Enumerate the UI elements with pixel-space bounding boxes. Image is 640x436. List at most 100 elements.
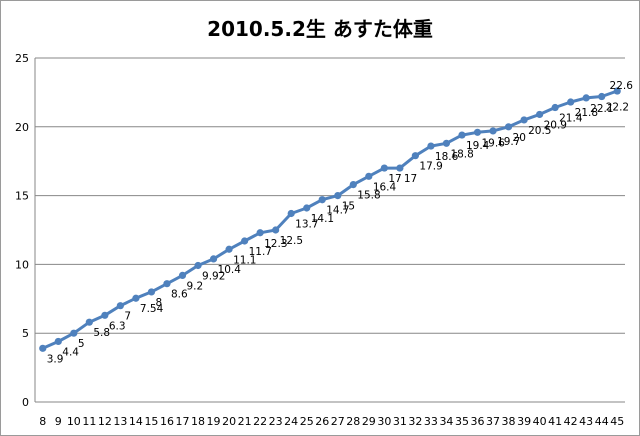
y-tick-label: 20 [15,121,29,134]
data-label: 22.2 [606,102,629,114]
data-label: 8.6 [171,289,188,301]
data-label: 16.4 [373,181,397,193]
data-point [241,237,249,245]
x-tick-label: 26 [315,415,329,428]
data-point [334,192,342,200]
x-tick-label: 10 [67,415,81,428]
x-tick-label: 12 [98,415,112,428]
x-axis-ticks: 8 9 10 11 12 13 14 15 16 17 18 19 20 21 22 23 24 25 26 27 28… [39,415,624,428]
x-tick-label: 29 [362,415,376,428]
data-point [303,204,311,212]
data-point [349,180,357,189]
data-point [551,103,559,112]
data-label: 15 [342,201,355,213]
x-tick-label: 35 [455,415,469,428]
data-point [504,123,513,131]
x-tick-label: 33 [424,415,438,428]
data-point [473,128,482,136]
data-label: 21.8 [575,107,598,119]
data-point [427,142,435,150]
data-labels: 3.94.45 5.86.37 7.548 8.69.29.9210.411.111.… [47,80,633,365]
data-point [567,98,575,106]
data-label: 7.54 [140,303,164,315]
x-tick-label: 31 [393,415,407,428]
data-label: 14.7 [326,205,349,217]
x-tick-label: 8 [39,415,46,428]
data-point [178,271,187,280]
data-point [163,280,171,288]
data-point [101,311,109,319]
data-point [380,164,388,172]
x-tick-label: 34 [439,415,453,428]
x-tick-label: 9 [55,415,62,428]
x-tick-label: 16 [160,415,174,428]
data-label: 20.9 [544,119,567,131]
x-tick-label: 39 [517,415,531,428]
x-tick-label: 37 [486,415,500,428]
data-label: 11.1 [233,254,256,266]
data-points [39,87,621,352]
data-point [194,261,202,270]
x-tick-label: 32 [408,415,422,428]
data-point [458,131,466,139]
data-point [442,139,451,147]
data-label: 20.5 [528,125,551,137]
data-label: 10.4 [218,264,242,276]
y-tick-label: 10 [15,258,29,271]
x-tick-label: 18 [191,415,205,428]
data-point [598,92,606,101]
x-tick-label: 15 [144,415,158,428]
x-tick-label: 19 [207,415,221,428]
data-point [613,87,621,95]
data-point [411,152,419,160]
y-tick-label: 15 [15,190,29,203]
y-tick-label: 25 [15,52,29,65]
data-point [520,116,528,124]
x-tick-label: 45 [610,415,624,428]
x-tick-label: 43 [579,415,593,428]
data-point [365,172,373,180]
data-label: 9.2 [187,280,204,292]
data-label: 9.92 [202,271,225,283]
grid-lines [34,57,625,403]
data-point [70,329,78,337]
chart-title: 2010.5.2生 あすた体重 [207,17,433,41]
data-label: 5.8 [93,327,110,339]
x-tick-label: 40 [533,415,547,428]
x-tick-label: 27 [331,415,345,428]
x-tick-label: 11 [82,415,96,428]
data-label: 11.7 [249,246,272,258]
data-label: 7 [124,311,131,323]
x-tick-label: 23 [269,415,283,428]
data-point [536,110,544,119]
x-tick-label: 17 [176,415,190,428]
data-label: 19.6 [482,137,506,149]
x-tick-label: 13 [113,415,127,428]
data-label: 5 [78,338,85,350]
data-point [225,245,233,253]
data-label: 17 [388,173,401,185]
data-label: 6.3 [109,320,126,332]
data-label: 15.8 [357,190,380,202]
data-point [489,127,497,135]
data-label: 8 [155,297,162,309]
data-label: 12.3 [264,238,287,250]
data-point [39,344,47,352]
data-point [209,255,218,263]
data-label: 18.8 [450,148,473,160]
data-point [318,196,326,204]
data-label: 21.4 [559,113,583,125]
data-label: 19.4 [466,140,490,152]
data-point [132,294,140,302]
data-label: 13.7 [295,218,318,230]
data-label: 22.6 [610,80,634,92]
x-tick-label: 44 [595,415,609,428]
x-tick-label: 25 [300,415,314,428]
data-label: 4.4 [62,346,79,358]
y-axis-ticks: 0 5 10 15 20 25 [15,52,29,409]
x-tick-label: 28 [346,415,360,428]
x-tick-label: 38 [502,415,516,428]
x-tick-label: 30 [377,415,391,428]
